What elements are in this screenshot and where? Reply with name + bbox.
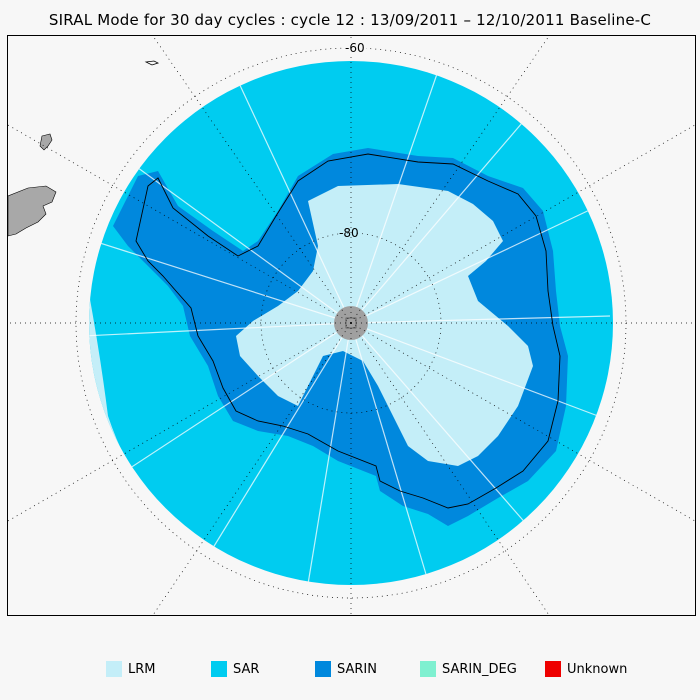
track-streaks xyxy=(89,70,611,585)
legend-swatch-sar xyxy=(211,661,227,677)
legend-item-unknown: Unknown xyxy=(545,660,627,678)
legend-label-sarin: SARIN xyxy=(337,661,377,677)
legend-item-sarin: SARIN xyxy=(315,660,377,678)
legend-swatch-unknown xyxy=(545,661,561,677)
latitude-label-60: -60 xyxy=(345,41,365,55)
south-america-landmass xyxy=(8,185,57,237)
lrm-ice-sheet-zone xyxy=(236,184,533,466)
island-landmass xyxy=(39,133,53,151)
map-legend: LRM SAR SARIN SARIN_DEG Unknown xyxy=(0,660,700,680)
legend-swatch-sarin xyxy=(315,661,331,677)
legend-label-lrm: LRM xyxy=(128,661,156,677)
legend-label-sar: SAR xyxy=(233,661,260,677)
antarctica-coastline xyxy=(135,153,561,509)
legend-label-unknown: Unknown xyxy=(567,661,628,677)
polar-map: -60 -80 xyxy=(8,36,695,615)
legend-item-lrm: LRM xyxy=(106,660,156,678)
legend-item-sarin-deg: SARIN_DEG xyxy=(420,660,517,678)
legend-item-sar: SAR xyxy=(211,660,259,678)
small-island-landmass xyxy=(144,60,160,66)
legend-swatch-sarin-deg xyxy=(420,661,436,677)
map-panel: -60 -80 xyxy=(7,35,696,616)
latitude-label-80: -80 xyxy=(339,226,359,240)
legend-label-sarin-deg: SARIN_DEG xyxy=(442,661,517,677)
page-title: SIRAL Mode for 30 day cycles : cycle 12 … xyxy=(48,11,652,29)
legend-swatch-lrm xyxy=(106,661,122,677)
